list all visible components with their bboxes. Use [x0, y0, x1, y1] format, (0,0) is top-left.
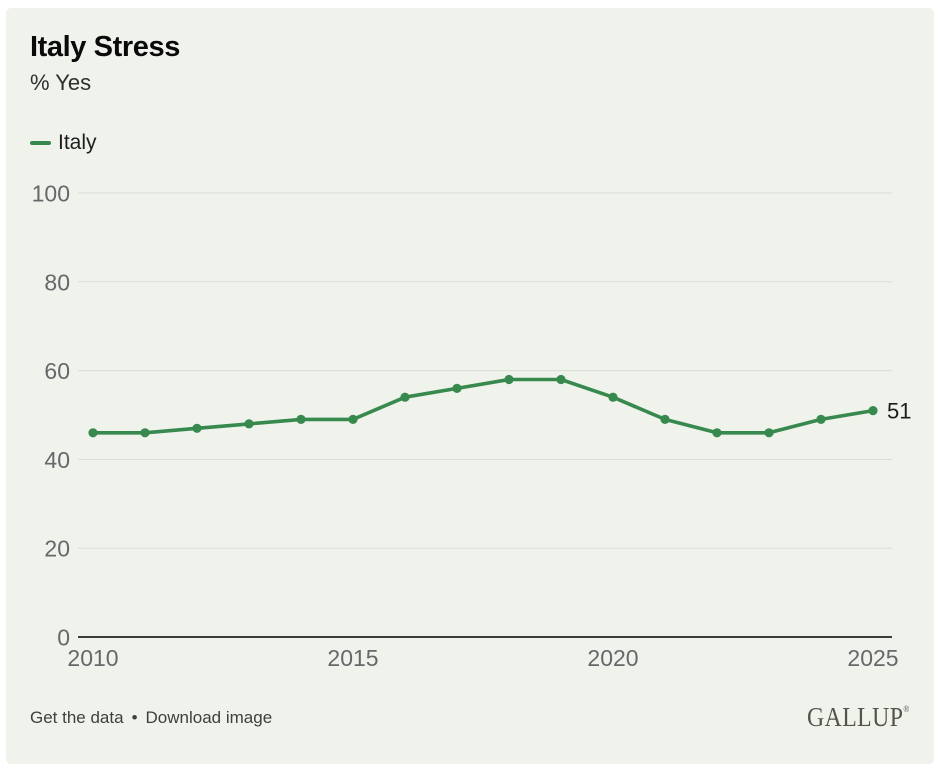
svg-text:20: 20 [44, 536, 70, 562]
registered-mark: ® [903, 704, 910, 714]
legend-line-swatch [30, 141, 51, 145]
svg-text:2020: 2020 [587, 645, 638, 671]
line-chart: 0 20 40 60 80 100 2010 2015 2020 2025 51 [32, 181, 912, 672]
chart-title: Italy Stress [30, 31, 180, 63]
legend-label: Italy [58, 131, 97, 154]
svg-text:0: 0 [57, 625, 70, 651]
footer: Get the data • Download image GALLUP® [30, 702, 910, 732]
download-image-link[interactable]: Download image [145, 708, 273, 727]
svg-text:80: 80 [44, 269, 70, 295]
svg-text:51: 51 [887, 399, 911, 424]
gallup-logo: GALLUP® [807, 702, 910, 733]
svg-text:60: 60 [44, 358, 70, 384]
footer-links: Get the data • Download image [30, 708, 272, 728]
chart-card: Italy Stress % Yes Italy 0 20 40 60 80 100 201… [6, 8, 934, 764]
get-the-data-link[interactable]: Get the data [30, 708, 124, 727]
legend: Italy [30, 131, 97, 155]
chart-subtitle: % Yes [30, 70, 92, 95]
footer-separator: • [131, 708, 138, 727]
gallup-logo-text: GALLUP [807, 702, 904, 732]
svg-text:2025: 2025 [847, 645, 898, 671]
svg-text:100: 100 [32, 181, 70, 207]
svg-text:40: 40 [44, 447, 70, 473]
svg-text:2015: 2015 [327, 645, 378, 671]
svg-text:2010: 2010 [67, 645, 118, 671]
